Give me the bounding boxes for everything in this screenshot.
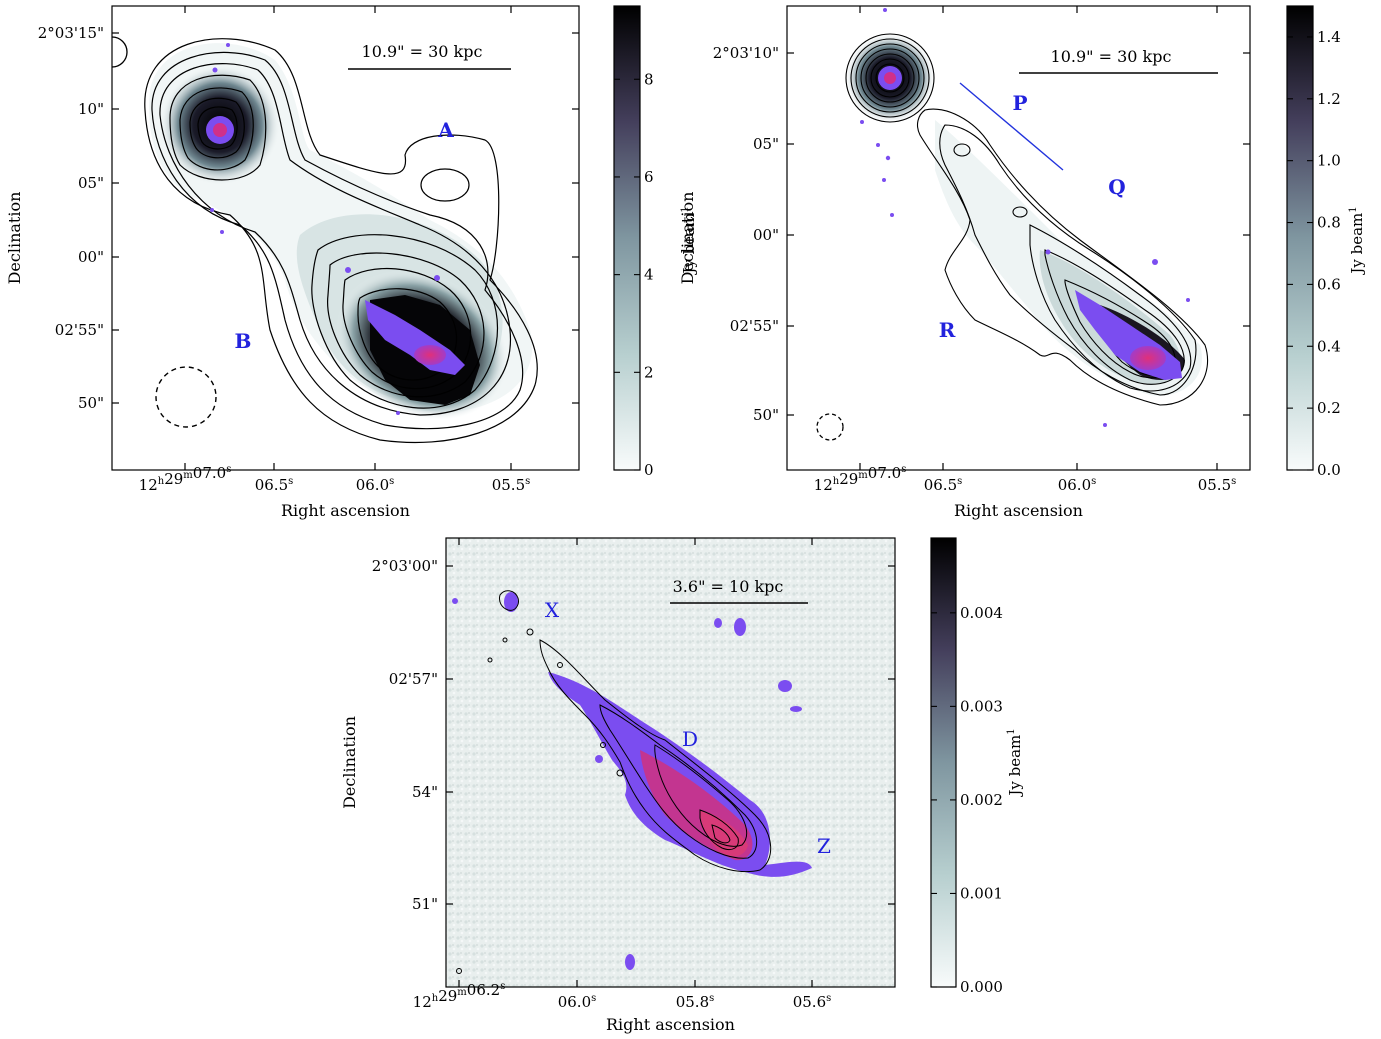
panel-a-axes: 12h29m07.0s 06.5s 06.0s 05.5s 2°03'15" 10" 05"… (5, 6, 579, 520)
region-label-d: D (682, 727, 698, 751)
panel-top-left: 10.9" = 30 kpc A B 12h29m07.0s 06.5s 06.0s… (5, 5, 698, 520)
region-label-b: B (235, 329, 252, 353)
x-tick-label: 06.0s (558, 993, 597, 1011)
panel-c-image: 3.6" = 10 kpc X D Z (446, 538, 895, 987)
panel-c-axes: 12h29m06.2s 06.0s 05.8s 05.6s 2°03'00" 02'57"… (340, 538, 895, 1034)
y-tick-label: 02'55" (730, 317, 779, 335)
x-axis-title: Right ascension (606, 1015, 735, 1034)
panel-c-contours (456, 590, 772, 974)
colorbar-tick-label: 0.004 (960, 604, 1003, 622)
colorbar-tick-label: 2 (644, 363, 654, 381)
colorbar-tick-label: 0.002 (960, 791, 1003, 809)
scale-bar-a-label: 10.9" = 30 kpc (362, 42, 483, 61)
y-tick-label: 51" (412, 895, 438, 913)
x-tick-label: 05.8s (676, 993, 715, 1011)
x-tick-label: 12h29m07.0s (139, 464, 232, 494)
panel-a-overlay (206, 43, 465, 415)
panel-a-contours (144, 38, 538, 444)
y-tick-label: 2°03'10" (713, 44, 779, 62)
x-tick-label: 12h29m07.0s (814, 464, 907, 494)
x-tick-label: 06.0s (356, 476, 395, 494)
x-axis-title: Right ascension (954, 501, 1083, 520)
y-axis-title: Declination (340, 716, 359, 809)
colorbar-b (1286, 5, 1314, 471)
scale-bar-c-label: 3.6" = 10 kpc (673, 577, 784, 596)
region-label-p: P (1012, 91, 1027, 115)
panel-b-image: 10.9" = 30 kpc P Q R (816, 8, 1218, 441)
x-tick-label: 05.6s (793, 993, 832, 1011)
panel-c-frame (445, 537, 896, 988)
y-tick-label: 05" (78, 174, 104, 192)
region-label-a: A (437, 118, 454, 142)
x-axis-title: Right ascension (281, 501, 410, 520)
y-axis-title: Declination (5, 192, 24, 285)
panel-a-image: 10.9" = 30 kpc A B (112, 36, 538, 444)
colorbar-a-ticks: 0 2 4 6 8 (614, 70, 654, 479)
colorbar-tick-label: 1.0 (1317, 152, 1341, 170)
x-tick-label: 06.0s (1058, 476, 1097, 494)
x-tick-label: 05.5s (1198, 476, 1237, 494)
y-tick-label: 2°03'00" (372, 557, 438, 575)
y-tick-label: 05" (753, 135, 779, 153)
colorbar-tick-label: 1.2 (1317, 90, 1341, 108)
y-tick-label: 00" (78, 248, 104, 266)
panel-bottom: 3.6" = 10 kpc X D Z 12h29m06.2s 06.0s 05.8… (340, 537, 1024, 1034)
colorbar-tick-label: 0.000 (960, 978, 1003, 996)
y-tick-label: 50" (78, 394, 104, 412)
x-tick-label: 06.5s (924, 476, 963, 494)
y-tick-label: 54" (412, 783, 438, 801)
colorbar-c-label: Jy beam1 (1006, 728, 1024, 797)
colorbar-tick-label: 8 (644, 70, 654, 88)
colorbar-tick-label: 0.2 (1317, 399, 1341, 417)
colorbar-b-ticks: 0.0 0.2 0.4 0.6 0.8 1.0 1.2 1.4 (1287, 28, 1341, 479)
panel-b-axes: 12h29m07.0s 06.5s 06.0s 05.5s 2°03'10" 05" 00"… (678, 6, 1250, 520)
y-tick-label: 10" (78, 100, 104, 118)
region-label-z: Z (817, 834, 831, 858)
colorbar-tick-label: 0.001 (960, 884, 1003, 902)
y-axis-title: Declination (678, 192, 697, 285)
colorbar-tick-label: 0.6 (1317, 275, 1341, 293)
colorbar-tick-label: 0.8 (1317, 214, 1341, 232)
colorbar-a-label: Jy beam1 (680, 206, 698, 275)
region-label-q: Q (1108, 175, 1125, 199)
colorbar-tick-label: 0.003 (960, 697, 1003, 715)
jet-direction-line (959, 82, 1064, 171)
panel-b-frame (786, 5, 1251, 471)
colorbar-c-ticks: 0.000 0.001 0.002 0.003 0.004 (931, 604, 1003, 996)
x-tick-label: 06.5s (255, 476, 294, 494)
panel-top-right: 10.9" = 30 kpc P Q R 12h29m07.0s 06.5s 06.… (678, 5, 1366, 520)
x-tick-label: 05.5s (492, 476, 531, 494)
scale-bar-b-label: 10.9" = 30 kpc (1051, 47, 1172, 66)
colorbar-c (930, 537, 957, 988)
x-tick-label: 12h29m06.2s (413, 981, 506, 1011)
colorbar-tick-label: 6 (644, 168, 654, 186)
beam-ellipse-a (155, 366, 217, 428)
colorbar-tick-label: 1.4 (1317, 28, 1341, 46)
colorbar-tick-label: 4 (644, 266, 654, 284)
y-tick-label: 02'55" (55, 321, 104, 339)
colorbar-tick-label: 0.4 (1317, 337, 1341, 355)
region-label-x: X (545, 598, 560, 622)
colorbar-a (613, 5, 641, 471)
colorbar-tick-label: 0 (644, 461, 654, 479)
panel-b-overlay (860, 8, 1190, 427)
beam-ellipse-b (816, 413, 844, 441)
colorbar-tick-label: 0.0 (1317, 461, 1341, 479)
y-tick-label: 50" (753, 406, 779, 424)
region-label-r: R (939, 318, 956, 342)
y-tick-label: 00" (753, 226, 779, 244)
y-tick-label: 02'57" (389, 670, 438, 688)
panel-a-frame (111, 5, 580, 471)
colorbar-b-label: Jy beam1 (1348, 206, 1366, 275)
y-tick-label: 2°03'15" (38, 24, 104, 42)
